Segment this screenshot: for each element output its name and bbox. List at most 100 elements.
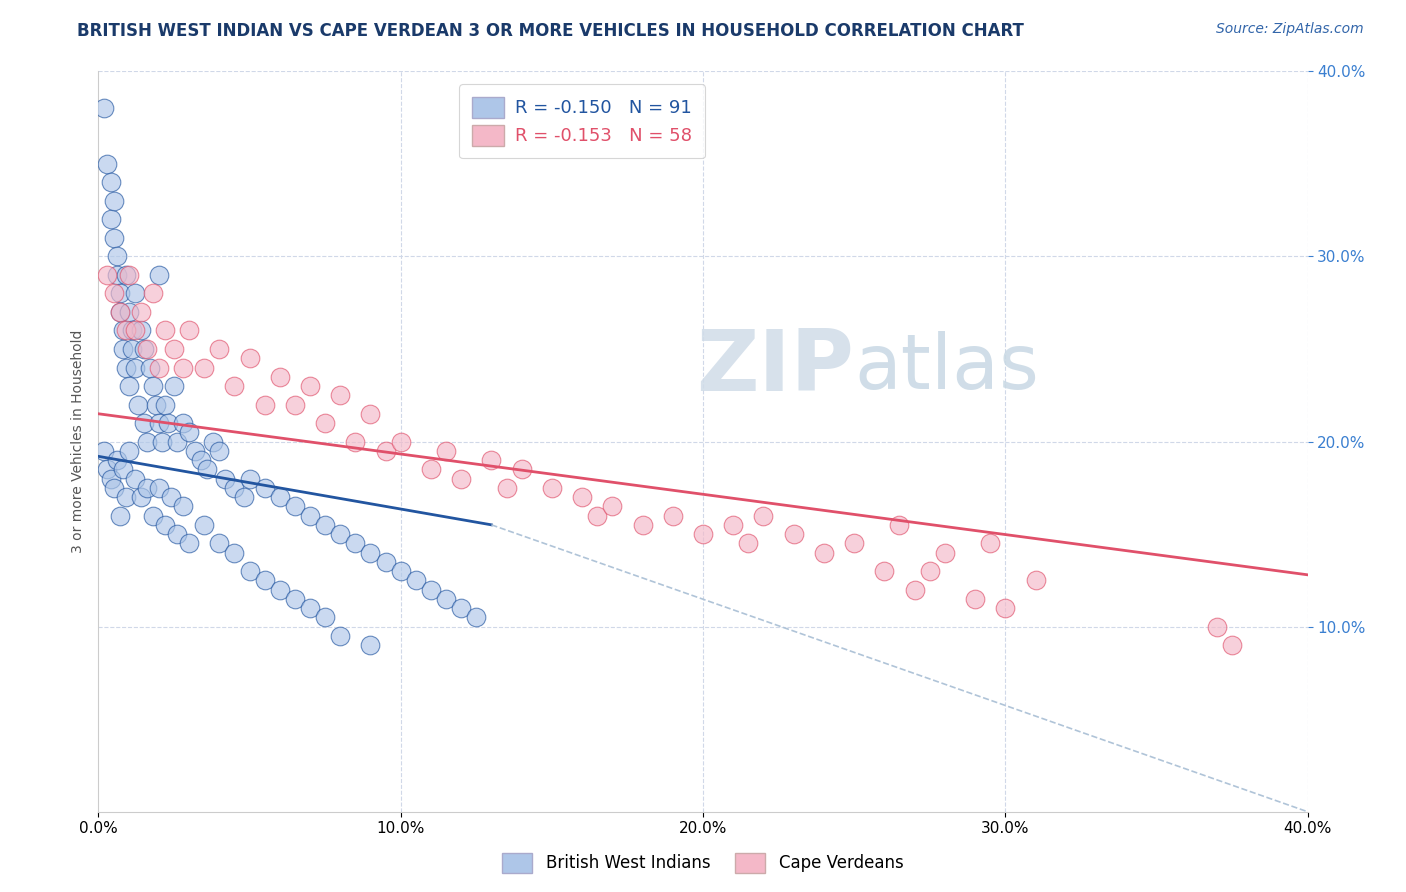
Point — [108, 286, 131, 301]
Point — [994, 601, 1017, 615]
Point — [100, 212, 122, 227]
Point — [163, 342, 186, 356]
Point — [299, 379, 322, 393]
Point — [269, 490, 291, 504]
Point — [586, 508, 609, 523]
Point — [208, 342, 231, 356]
Point — [148, 360, 170, 375]
Point — [202, 434, 225, 449]
Point — [405, 574, 427, 588]
Point — [752, 508, 775, 523]
Point — [118, 268, 141, 282]
Point — [124, 286, 146, 301]
Point — [420, 462, 443, 476]
Point — [96, 462, 118, 476]
Point — [103, 481, 125, 495]
Point — [124, 324, 146, 338]
Point — [148, 481, 170, 495]
Point — [723, 517, 745, 532]
Point — [193, 360, 215, 375]
Point — [132, 416, 155, 430]
Point — [284, 591, 307, 606]
Point — [344, 536, 367, 550]
Point — [1024, 574, 1046, 588]
Point — [124, 472, 146, 486]
Point — [114, 360, 136, 375]
Point — [93, 101, 115, 115]
Point — [510, 462, 533, 476]
Point — [360, 638, 382, 652]
Point — [179, 324, 201, 338]
Point — [121, 342, 143, 356]
Point — [239, 472, 262, 486]
Point — [150, 434, 173, 449]
Point — [114, 490, 136, 504]
Point — [132, 342, 155, 356]
Point — [135, 481, 157, 495]
Point — [360, 407, 382, 421]
Point — [100, 175, 122, 190]
Point — [129, 490, 152, 504]
Point — [434, 591, 457, 606]
Point — [904, 582, 927, 597]
Point — [139, 360, 162, 375]
Point — [873, 564, 896, 578]
Point — [631, 517, 654, 532]
Legend: British West Indians, Cape Verdeans: British West Indians, Cape Verdeans — [496, 847, 910, 880]
Point — [172, 360, 194, 375]
Point — [111, 462, 134, 476]
Point — [540, 481, 562, 495]
Point — [434, 443, 457, 458]
Point — [208, 443, 231, 458]
Point — [783, 527, 806, 541]
Point — [692, 527, 714, 541]
Point — [135, 434, 157, 449]
Point — [111, 342, 134, 356]
Point — [148, 268, 170, 282]
Point — [269, 582, 291, 597]
Point — [299, 601, 322, 615]
Point — [124, 360, 146, 375]
Point — [96, 268, 118, 282]
Point — [153, 398, 176, 412]
Point — [344, 434, 367, 449]
Legend: R = -0.150   N = 91, R = -0.153   N = 58: R = -0.150 N = 91, R = -0.153 N = 58 — [460, 84, 704, 158]
Point — [163, 379, 186, 393]
Point — [224, 481, 246, 495]
Point — [389, 434, 412, 449]
Point — [127, 398, 149, 412]
Point — [172, 416, 194, 430]
Point — [1220, 638, 1243, 652]
Point — [1206, 619, 1229, 633]
Point — [602, 500, 624, 514]
Point — [103, 194, 125, 208]
Point — [329, 629, 352, 643]
Point — [121, 324, 143, 338]
Point — [166, 527, 188, 541]
Point — [193, 517, 215, 532]
Point — [965, 591, 987, 606]
Point — [179, 425, 201, 440]
Text: ZIP: ZIP — [696, 326, 855, 409]
Point — [450, 601, 472, 615]
Point — [284, 398, 307, 412]
Point — [314, 517, 336, 532]
Point — [329, 388, 352, 402]
Point — [465, 610, 488, 624]
Point — [224, 379, 246, 393]
Point — [142, 379, 165, 393]
Point — [495, 481, 517, 495]
Point — [389, 564, 412, 578]
Point — [153, 517, 176, 532]
Point — [166, 434, 188, 449]
Text: Source: ZipAtlas.com: Source: ZipAtlas.com — [1216, 22, 1364, 37]
Point — [844, 536, 866, 550]
Point — [374, 443, 396, 458]
Point — [934, 545, 956, 560]
Point — [111, 324, 134, 338]
Point — [208, 536, 231, 550]
Point — [118, 305, 141, 319]
Point — [284, 500, 307, 514]
Point — [108, 508, 131, 523]
Point — [96, 157, 118, 171]
